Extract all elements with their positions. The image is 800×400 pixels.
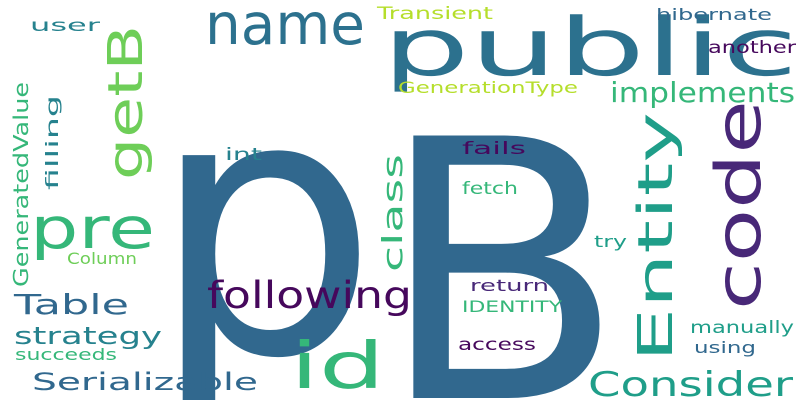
word-another: another: [708, 38, 796, 58]
word-table: Table: [12, 288, 129, 321]
word-class: class: [376, 154, 409, 272]
word-column: Column: [67, 249, 137, 268]
word-serializable: Serializable: [32, 368, 258, 396]
word-b: B: [378, 64, 625, 400]
word-code: code: [702, 100, 775, 310]
word-try: try: [594, 232, 627, 251]
word-transient: Transient: [376, 4, 494, 24]
word-using: using: [694, 338, 756, 357]
word-int: int: [225, 145, 263, 165]
word-fails: fails: [462, 139, 526, 159]
word-following: following: [207, 274, 412, 317]
word-return: return: [470, 276, 549, 295]
word-generatedvalue: GeneratedValue: [9, 82, 33, 287]
word-hibernate: hibernate: [656, 5, 772, 24]
word-user: user: [30, 16, 100, 36]
word-filling: filling: [43, 95, 63, 190]
word-entity: Entity: [628, 112, 684, 362]
word-consider: Consider: [588, 365, 793, 400]
word-manually: manually: [690, 318, 794, 338]
word-pre: pre: [30, 196, 155, 262]
word-generationtype: GenerationType: [398, 78, 578, 97]
word-strategy: strategy: [14, 322, 162, 350]
word-getb: getB: [98, 25, 154, 180]
word-p: p: [150, 18, 379, 400]
word-id: id: [290, 330, 385, 400]
word-implements: implements: [610, 76, 795, 109]
word-fetch: fetch: [462, 179, 518, 199]
word-access: access: [458, 335, 536, 355]
word-public: public: [382, 1, 798, 94]
word-succeeds: succeeds: [15, 345, 117, 364]
word-identity: IDENTITY: [462, 297, 562, 316]
word-name: name: [205, 0, 365, 58]
